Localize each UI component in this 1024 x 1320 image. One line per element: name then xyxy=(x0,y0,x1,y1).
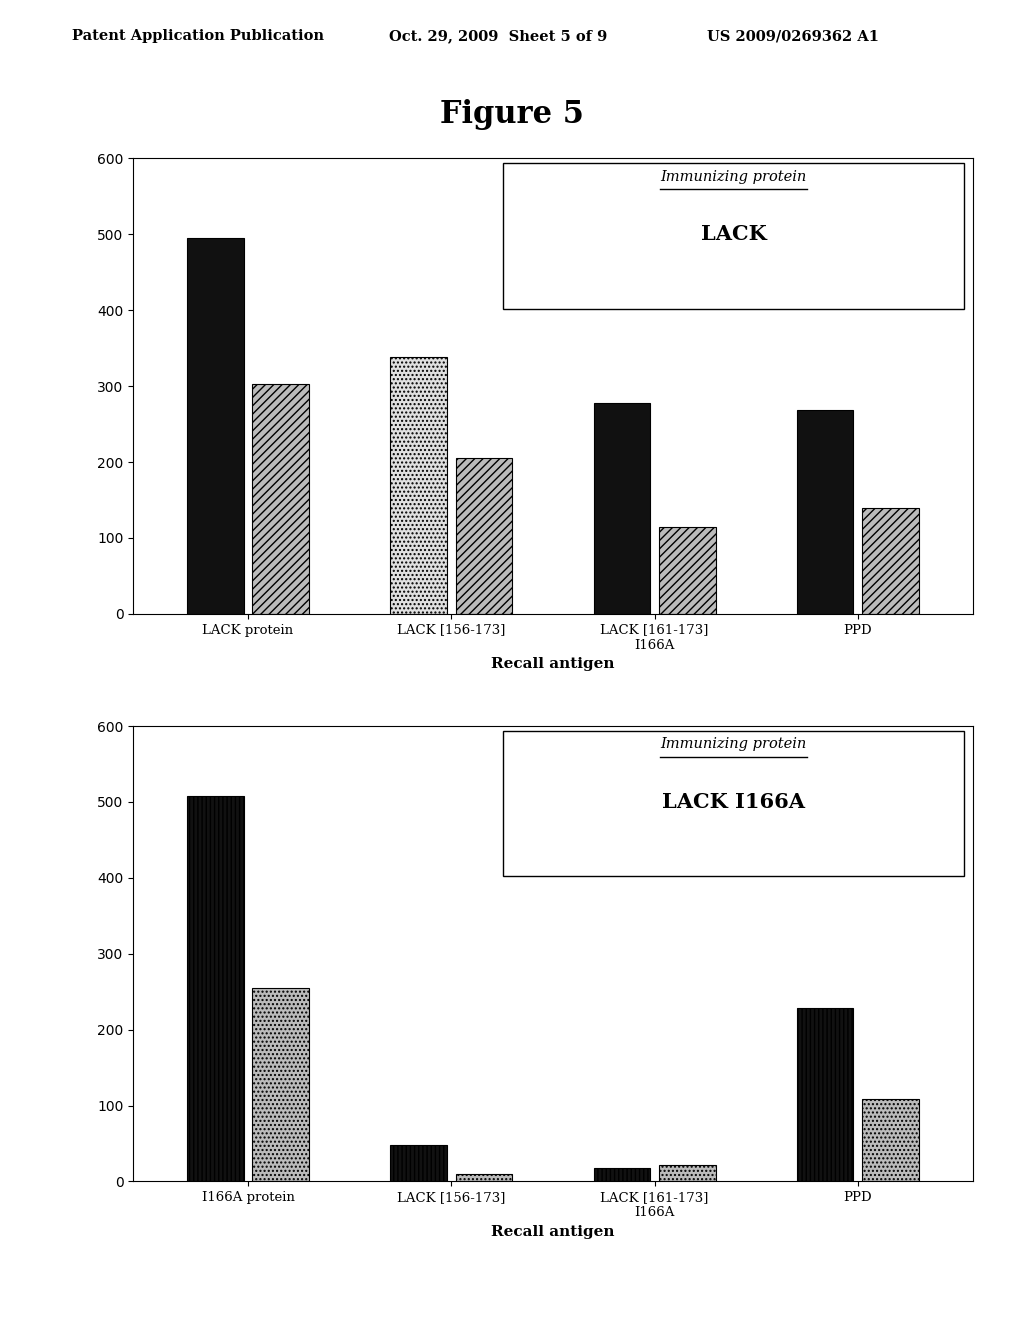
Bar xyxy=(797,411,853,614)
X-axis label: Recall antigen: Recall antigen xyxy=(492,657,614,671)
Text: LACK I166A: LACK I166A xyxy=(662,792,805,812)
Bar xyxy=(187,796,244,1181)
Text: Immunizing protein: Immunizing protein xyxy=(660,738,807,751)
Bar xyxy=(187,238,244,614)
Bar xyxy=(862,507,919,614)
Text: LACK: LACK xyxy=(700,224,766,244)
Bar xyxy=(659,527,716,614)
Bar xyxy=(456,1173,512,1181)
Text: Immunizing protein: Immunizing protein xyxy=(660,170,807,183)
Text: Oct. 29, 2009  Sheet 5 of 9: Oct. 29, 2009 Sheet 5 of 9 xyxy=(389,29,607,44)
Text: US 2009/0269362 A1: US 2009/0269362 A1 xyxy=(707,29,879,44)
Bar xyxy=(390,1144,446,1181)
Bar xyxy=(862,1100,919,1181)
Bar xyxy=(594,403,650,614)
Text: Patent Application Publication: Patent Application Publication xyxy=(72,29,324,44)
Bar xyxy=(253,987,309,1181)
Bar xyxy=(659,1164,716,1181)
Bar xyxy=(390,358,446,614)
Bar xyxy=(253,384,309,614)
Bar xyxy=(594,1168,650,1181)
Bar xyxy=(797,1008,853,1181)
Bar xyxy=(456,458,512,614)
FancyBboxPatch shape xyxy=(503,162,965,309)
FancyBboxPatch shape xyxy=(503,730,965,876)
X-axis label: Recall antigen: Recall antigen xyxy=(492,1225,614,1238)
Text: Figure 5: Figure 5 xyxy=(440,99,584,129)
